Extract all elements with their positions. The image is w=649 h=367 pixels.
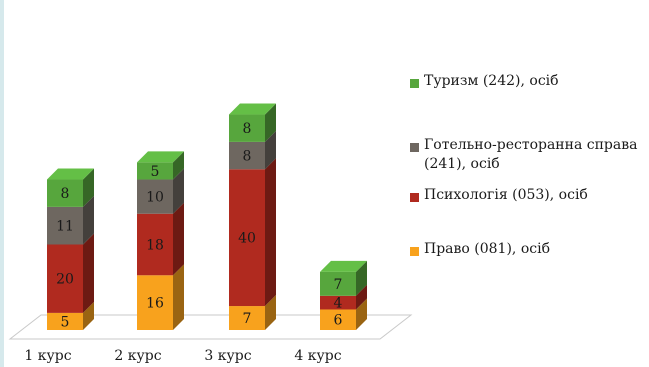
- legend-item: Туризм (242), осіб: [410, 72, 649, 91]
- bar-segment-side: [173, 264, 184, 330]
- legend-label: Туризм (242), осіб: [424, 73, 559, 89]
- bar-segment: [47, 301, 94, 330]
- chart-floor: [8, 314, 413, 340]
- legend-label: Готельно-ресторанна справа (241), осіб: [424, 137, 638, 172]
- legend-swatch: [410, 193, 419, 202]
- data-labels-group: 5 20 11 8 16 18 10 5 7 40 8 8 64 7: [56, 121, 342, 330]
- data-label: 40: [238, 231, 256, 247]
- legend-item: Психологія (053), осіб: [410, 186, 649, 205]
- data-label: 7: [334, 277, 343, 293]
- legend-item: Право (081), осіб: [410, 240, 649, 259]
- bar-segment-side: [356, 260, 367, 296]
- legend-swatch: [410, 143, 419, 152]
- bars-group: [47, 103, 367, 330]
- data-label: 10: [146, 190, 164, 206]
- bar-segment-front: [137, 275, 173, 330]
- bar-top-face: [137, 151, 184, 163]
- bar-segment-front: [320, 271, 356, 296]
- bar-segment: [229, 103, 276, 142]
- bar-segment: [47, 195, 94, 245]
- data-label: 16: [146, 296, 164, 312]
- x-tick-label: 1 курс: [24, 348, 71, 364]
- bar-segment-side: [173, 168, 184, 214]
- bar-segment: [137, 264, 184, 330]
- x-tick-label: 2 курс: [114, 348, 161, 364]
- bar-segment-front: [229, 169, 265, 307]
- bar-segment-side: [265, 295, 276, 330]
- data-label: 8: [243, 149, 252, 165]
- bar-segment: [137, 151, 184, 180]
- bar-segment-side: [83, 168, 94, 207]
- x-axis-tick-labels: 1 курс 2 курс 3 курс 4 курс: [24, 348, 341, 364]
- bar-segment-front: [137, 162, 173, 180]
- legend-swatch: [410, 79, 419, 88]
- chart-legend: Туризм (242), осіб Готельно-ресторанна сп…: [400, 0, 649, 367]
- bar-top-face: [229, 103, 276, 115]
- data-label: 8: [61, 186, 70, 202]
- bar-segment-front: [229, 114, 265, 142]
- chart-floor-plane: [8, 314, 413, 340]
- legend-label: Психологія (053), осіб: [424, 187, 588, 203]
- bar-segment-front: [47, 179, 83, 207]
- data-label: 5: [151, 164, 160, 180]
- data-label: 4: [334, 296, 343, 312]
- data-label: 5: [61, 314, 70, 330]
- bar-segment: [320, 298, 367, 330]
- legend-item: Готельно-ресторанна справа (241), осіб: [410, 136, 649, 174]
- bar-segment-front: [47, 244, 83, 313]
- bar-top-face: [47, 168, 94, 180]
- bar-segment-front: [320, 295, 356, 310]
- bar-segment-side: [83, 195, 94, 245]
- bar-segment-side: [83, 301, 94, 330]
- bar-segment-front: [229, 306, 265, 330]
- bar-segment: [137, 168, 184, 214]
- bar-segment-side: [265, 103, 276, 142]
- bar-segment-front: [320, 309, 356, 330]
- bar-segment: [47, 233, 94, 313]
- x-tick-label: 3 курс: [204, 348, 251, 364]
- bar-segment-front: [229, 141, 265, 170]
- bar-segment-side: [173, 151, 184, 180]
- data-label: 6: [334, 313, 343, 329]
- bar-segment: [229, 130, 276, 170]
- legend-label: Право (081), осіб: [424, 241, 550, 257]
- bar-segment-side: [356, 284, 367, 310]
- data-label: 8: [243, 121, 252, 137]
- bar-segment: [320, 284, 367, 310]
- bar-segment: [137, 202, 184, 276]
- bar-top-face: [320, 260, 367, 272]
- bar-segment: [320, 260, 367, 296]
- legend-swatch: [410, 247, 419, 256]
- data-label: 7: [243, 311, 252, 327]
- bar-segment-front: [137, 179, 173, 214]
- bar-segment: [229, 295, 276, 330]
- x-tick-label: 4 курс: [294, 348, 341, 364]
- data-label: 11: [56, 219, 74, 235]
- bar-segment-side: [83, 233, 94, 313]
- bar-segment-front: [47, 312, 83, 330]
- data-label: 20: [56, 272, 74, 288]
- page-left-border: [0, 0, 4, 367]
- bar-segment-side: [173, 202, 184, 276]
- bar-segment-front: [47, 206, 83, 245]
- data-label: 18: [146, 238, 164, 254]
- bar-segment-side: [356, 298, 367, 330]
- bar-segment: [47, 168, 94, 207]
- bar-segment-front: [137, 213, 173, 276]
- bar-segment-side: [265, 158, 276, 307]
- bar-segment: [229, 158, 276, 307]
- bar-segment-side: [265, 130, 276, 170]
